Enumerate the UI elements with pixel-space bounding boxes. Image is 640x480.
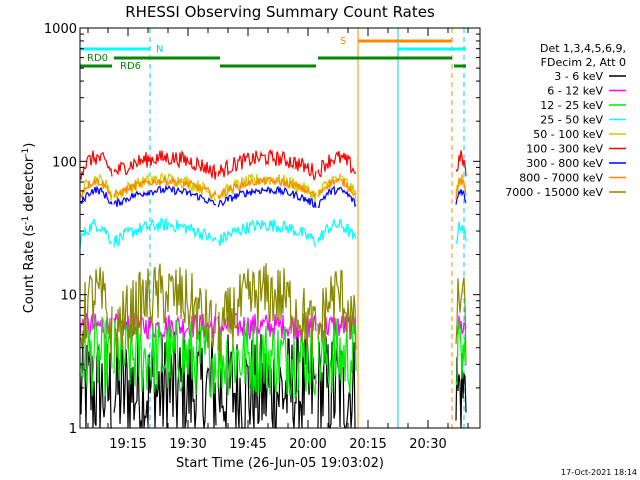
legend-label: 3 - 6 keV	[554, 70, 603, 83]
y-axis-label: Count Rate (s-1 detector-1)	[21, 143, 37, 314]
series-line	[79, 217, 467, 249]
timestamp: 17-Oct-2021 18:14	[561, 468, 637, 477]
rd0-flag-label: RD0	[87, 53, 108, 64]
x-axis-label: Start Time (26-Jun-05 19:03:02)	[176, 456, 384, 471]
legend-label: 6 - 12 keV	[547, 85, 603, 98]
flag-layer: N S RD0 RD6	[80, 28, 466, 428]
y-axis-label-sup2: -1	[21, 148, 31, 157]
y-tick-label: 1	[69, 422, 77, 437]
series-layer	[79, 148, 467, 430]
chart-title: RHESSI Observing Summary Count Rates	[125, 3, 435, 21]
y-tick-label: 1000	[44, 22, 77, 37]
y-axis-label-sup1: -1	[21, 216, 31, 225]
night-flag-label: N	[156, 44, 163, 55]
legend-label: 12 - 25 keV	[540, 99, 603, 112]
ticks-layer: 1 10 100 1000 19:15 19:30 19:45 20:00 20:15 20:30	[44, 22, 480, 452]
x-tick-label: 20:00	[289, 437, 326, 452]
x-tick-label: 19:30	[169, 437, 206, 452]
series-line	[79, 174, 467, 200]
legend-header-line-1: Det 1,3,4,5,6,9,	[540, 42, 626, 55]
legend-header-line-2: FDecim 2, Att 0	[541, 56, 626, 69]
legend-label: 100 - 300 keV	[526, 143, 603, 156]
legend-label: 25 - 50 keV	[540, 114, 603, 127]
series-line	[79, 315, 467, 399]
legend-label: 800 - 7000 keV	[519, 172, 603, 185]
legend: Det 1,3,4,5,6,9, FDecim 2, Att 0 3 - 6 k…	[505, 42, 626, 199]
y-axis-label-main: Count Rate (s	[22, 225, 37, 314]
y-axis-label-mid: detector	[22, 156, 37, 216]
y-axis-label-end: )	[22, 143, 37, 148]
y-tick-label: 10	[60, 289, 77, 304]
legend-label: 50 - 100 keV	[533, 128, 603, 141]
series-line	[79, 184, 467, 209]
plot-frame	[79, 27, 481, 429]
x-tick-label: 20:30	[409, 437, 446, 452]
legend-label: 7000 - 15000 keV	[505, 186, 603, 199]
y-tick-label: 100	[52, 155, 77, 170]
x-tick-label: 20:15	[349, 437, 386, 452]
x-tick-label: 19:45	[229, 437, 266, 452]
rd6-flag-label: RD6	[120, 61, 141, 72]
legend-label: 300 - 800 keV	[526, 157, 603, 170]
saa-flag-label: S	[340, 36, 346, 47]
plot-area: N S RD0 RD6 1 10 100 1000 19:15 19:30 19:45 20:00 2…	[44, 22, 481, 452]
x-tick-label: 19:15	[109, 437, 146, 452]
series-line	[79, 148, 467, 182]
series-line	[79, 263, 467, 366]
